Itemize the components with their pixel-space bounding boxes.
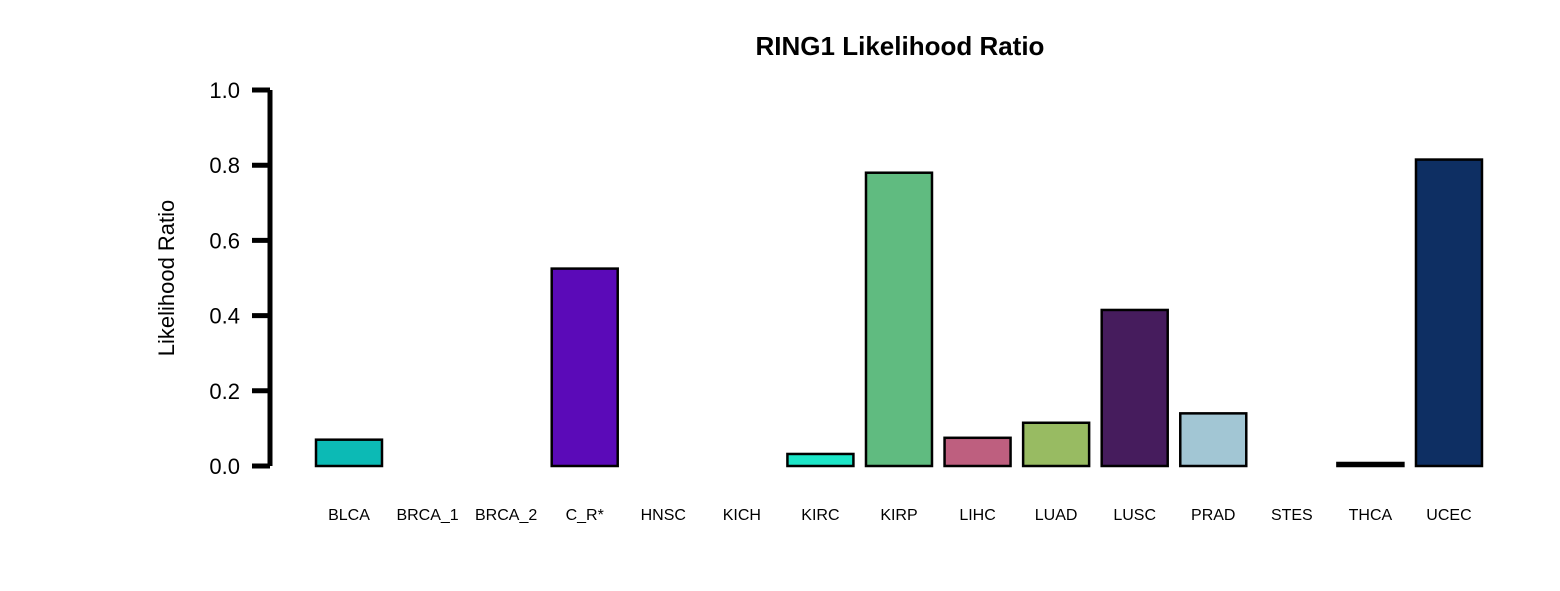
chart-title: RING1 Likelihood Ratio bbox=[756, 31, 1045, 61]
x-tick-label: KIRP bbox=[880, 507, 917, 524]
x-tick-label: LUSC bbox=[1113, 507, 1156, 524]
x-tick-label: UCEC bbox=[1426, 507, 1471, 524]
x-tick-label: PRAD bbox=[1191, 507, 1235, 524]
y-tick-label: 1.0 bbox=[209, 78, 240, 103]
bar-blca bbox=[314, 438, 384, 468]
x-tick-label: STES bbox=[1271, 507, 1313, 524]
bar-luad bbox=[1021, 421, 1091, 468]
bar-kirc bbox=[786, 452, 855, 468]
x-tick-label: HNSC bbox=[641, 507, 686, 524]
y-tick-label: 0.2 bbox=[209, 379, 240, 404]
y-tick-label: 0.6 bbox=[209, 228, 240, 253]
bar-c-r- bbox=[550, 267, 619, 468]
bar-kirp bbox=[864, 171, 934, 468]
bar-ucec bbox=[1414, 158, 1484, 468]
x-tick-label: LIHC bbox=[959, 507, 995, 524]
y-tick-label: 0.4 bbox=[209, 304, 240, 329]
bar-prad bbox=[1179, 412, 1248, 468]
x-tick-label: KIRC bbox=[801, 507, 839, 524]
x-tick-label: C_R* bbox=[566, 507, 604, 524]
x-axis-labels: BLCA BRCA_1 BRCA_2 C_R* HNSC KICH KIRC KIRP LIHC… bbox=[328, 507, 1472, 524]
bars bbox=[314, 158, 1484, 468]
bar-lusc bbox=[1100, 308, 1169, 468]
y-tick-label: 0.8 bbox=[209, 153, 240, 178]
x-tick-label: BRCA_1 bbox=[396, 507, 458, 524]
bar-thca bbox=[1336, 461, 1405, 468]
bar-lihc bbox=[943, 436, 1012, 468]
x-tick-label: THCA bbox=[1349, 507, 1393, 524]
x-tick-label: KICH bbox=[723, 507, 761, 524]
x-tick-label: BLCA bbox=[328, 507, 370, 524]
y-axis: 0.0 0.2 0.4 0.6 0.8 1.0 bbox=[209, 78, 273, 479]
y-axis-label: Likelihood Ratio bbox=[154, 200, 179, 357]
x-tick-label: BRCA_2 bbox=[475, 507, 537, 524]
y-tick-label: 0.0 bbox=[209, 454, 240, 479]
x-tick-label: LUAD bbox=[1035, 507, 1078, 524]
